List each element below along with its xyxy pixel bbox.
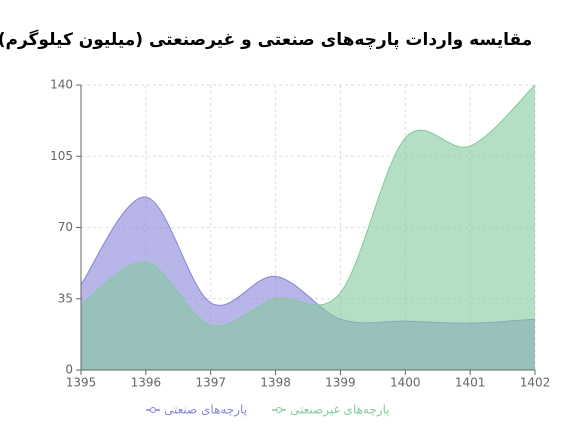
legend-item: پارچه‌های غیرصنعتی xyxy=(272,403,390,418)
legend-label: پارچه‌های صنعتی xyxy=(164,403,247,418)
area-line xyxy=(80,84,536,327)
x-tick-label: 1399 xyxy=(325,376,356,390)
legend-marker xyxy=(276,407,282,413)
legend-item: پارچه‌های صنعتی xyxy=(146,403,247,418)
x-tick-label: 1400 xyxy=(390,376,421,390)
legend-marker xyxy=(150,407,156,413)
x-tick-label: 1395 xyxy=(66,376,97,390)
y-tick-label: 105 xyxy=(50,149,73,163)
area xyxy=(81,85,535,370)
x-tick-label: 1397 xyxy=(195,376,226,390)
y-tick-label: 140 xyxy=(50,78,73,92)
x-tick-label: 1398 xyxy=(260,376,291,390)
x-tick-label: 1401 xyxy=(455,376,486,390)
y-tick-label: 35 xyxy=(58,291,73,305)
y-tick-label: 0 xyxy=(65,363,73,377)
chart-title: مقایسه واردات پارچه‌های صنعتی و غیرصنعتی… xyxy=(0,29,532,50)
y-tick-label: 70 xyxy=(58,220,73,234)
x-tick-label: 1396 xyxy=(131,376,162,390)
legend-label: پارچه‌های غیرصنعتی xyxy=(290,403,390,418)
x-tick-label: 1402 xyxy=(520,376,551,390)
